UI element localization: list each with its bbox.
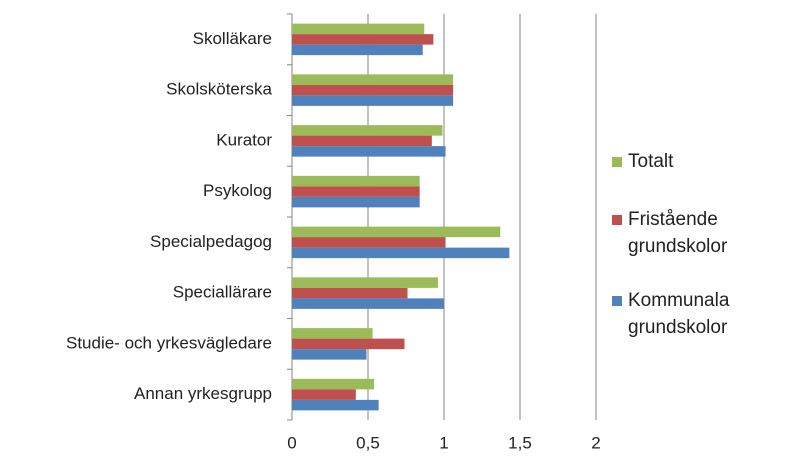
bar [292, 196, 420, 208]
legend-label: Fristående grundskolor [628, 209, 728, 257]
bar [292, 226, 501, 238]
legend-entry: Kommunala grundskolor [612, 287, 792, 341]
bar [292, 146, 446, 157]
x-tick-label: 1,5 [508, 433, 532, 452]
legend-entry: Fristående grundskolor [612, 206, 792, 260]
bar [292, 23, 425, 35]
legend-swatch [612, 215, 622, 225]
y-tick-label: Studie- och yrkesvägledare [66, 333, 272, 352]
bar [292, 247, 510, 259]
y-tick-label: Speciallärare [173, 283, 272, 302]
y-tick-label: Annan yrkesgrupp [134, 384, 272, 403]
x-tick-label: 1 [439, 433, 448, 452]
bar [292, 338, 405, 350]
bar [292, 186, 420, 197]
y-tick-label: Kurator [216, 130, 272, 149]
bar [292, 34, 434, 45]
legend-entry: Totalt [612, 148, 792, 175]
x-tick-label: 0 [287, 433, 296, 452]
x-tick-label: 0,5 [356, 433, 380, 452]
bar [292, 44, 423, 56]
x-tick-label: 2 [591, 433, 600, 452]
bar [292, 95, 454, 106]
bar [292, 298, 444, 309]
bar [292, 389, 356, 400]
bar [292, 378, 375, 390]
y-tick-label: Psykolog [203, 181, 272, 200]
bar [292, 237, 446, 248]
legend-label: Kommunala grundskolor [628, 290, 730, 338]
bar [292, 74, 454, 85]
bar [292, 287, 408, 299]
bar [292, 328, 373, 339]
bar [292, 349, 367, 360]
legend-swatch [612, 157, 622, 167]
bar [292, 175, 420, 187]
bar [292, 277, 438, 288]
bar [292, 135, 432, 147]
y-tick-label: Skolläkare [193, 29, 272, 48]
y-tick-label: Skolsköterska [166, 80, 272, 99]
bar [292, 125, 443, 136]
bar [292, 84, 454, 96]
bar [292, 399, 379, 411]
legend-label: Totalt [628, 151, 674, 172]
legend-swatch [612, 296, 622, 306]
y-tick-label: Specialpedagog [150, 232, 272, 251]
